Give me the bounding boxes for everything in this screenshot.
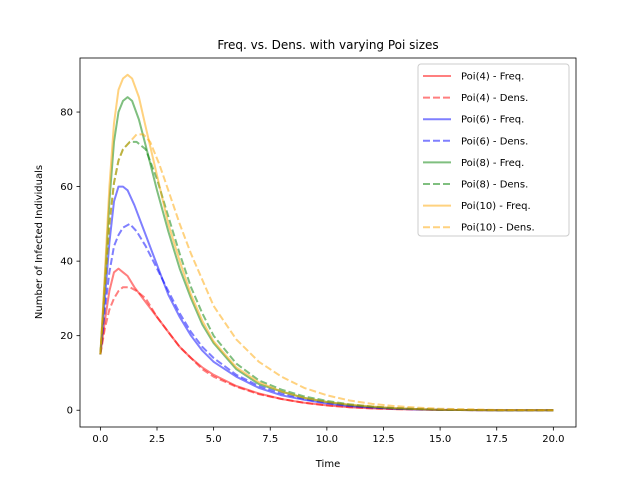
y-tick-label-1: 20 [60,331,73,342]
legend-box [417,63,570,237]
x-tick-label-3: 7.5 [262,434,278,445]
legend-label-6: Poi(10) - Freq. [461,201,531,212]
legend-label-2: Poi(6) - Freq. [461,115,524,126]
y-axis-label: Number of Infected Individuals [34,165,45,319]
x-axis: 0.0 2.5 5.0 7.5 10.0 12.5 15.0 17.5 20.0 [92,427,564,445]
legend-label-7: Poi(10) - Dens. [461,223,535,234]
y-tick-label-0: 0 [67,406,73,417]
chart-title: Freq. vs. Dens. with varying Poi sizes [217,38,438,52]
x-tick-label-0: 0.0 [92,434,108,445]
plot-frame [79,57,577,428]
x-tick-label-4: 10.0 [316,434,338,445]
legend-label-4: Poi(8) - Freq. [461,158,524,169]
y-tick-label-3: 60 [60,182,73,193]
series-line-7 [99,133,554,412]
x-axis-label: Time [315,459,340,470]
x-tick-label-2: 5.0 [206,434,222,445]
legend-label-3: Poi(6) - Dens. [461,136,528,147]
y-tick-label-4: 80 [60,108,73,119]
legend-label-5: Poi(8) - Dens. [461,180,528,191]
x-tick-label-1: 2.5 [149,434,165,445]
legend-items: Poi(4) - Freq. Poi(4) - Dens. Poi(6) - Fre… [423,72,535,234]
series-layer [99,73,554,412]
x-tick-label-5: 12.5 [372,434,394,445]
x-tick-label-8: 20.0 [542,434,564,445]
x-tick-label-6: 15.0 [429,434,451,445]
y-axis: 0 20 40 60 80 [60,108,80,417]
x-tick-label-7: 17.5 [486,434,508,445]
legend-label-0: Poi(4) - Freq. [461,72,524,83]
legend-label-1: Poi(4) - Dens. [461,93,528,104]
series-line-6 [99,73,554,412]
legend: Poi(4) - Freq. Poi(4) - Dens. Poi(6) - Fre… [417,63,570,237]
y-tick-label-2: 40 [60,257,73,268]
